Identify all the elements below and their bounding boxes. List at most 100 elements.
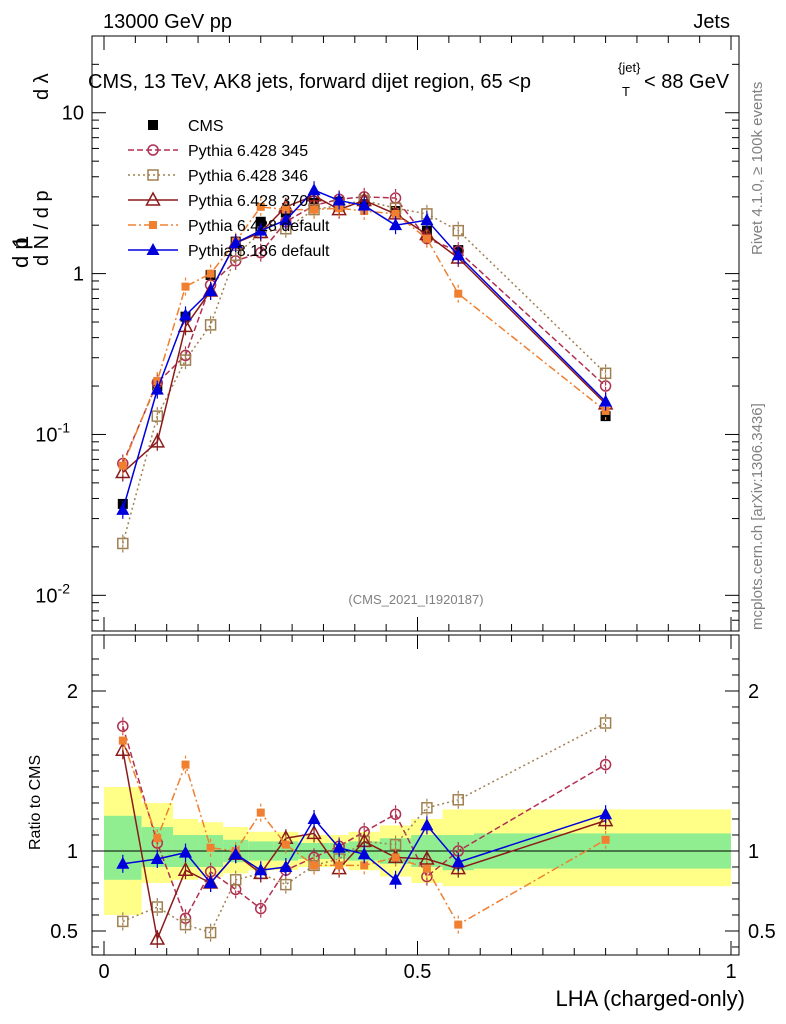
main-data-point <box>357 198 371 211</box>
legend-label: Pythia 6.428 default <box>188 218 330 235</box>
legend-marker <box>147 144 159 156</box>
legend-label: Pythia 6.428 346 <box>188 168 308 185</box>
main-data-point <box>310 205 319 214</box>
main-data-point <box>454 289 463 298</box>
tick-base: 10 <box>35 424 57 446</box>
ratio-data-point <box>116 856 130 869</box>
ratio-data-point <box>450 860 467 875</box>
ratio-series-line <box>122 725 606 921</box>
ratio-series-3 <box>118 731 610 934</box>
ratio-data-point <box>601 835 610 844</box>
main-data-point <box>601 406 610 415</box>
ratio-data-point <box>391 853 400 862</box>
legend: CMS Pythia 6.428 345 Pythia 6.428 346 Pythi… <box>128 118 330 260</box>
main-y-tick-label: 10-2 <box>35 580 70 607</box>
main-data-point <box>307 183 321 196</box>
ratio-data-point <box>181 760 190 769</box>
legend-label: Pythia 6.428 345 <box>188 143 308 160</box>
main-data-point <box>149 433 166 448</box>
main-data-point <box>204 283 218 296</box>
ratio-data-point <box>451 855 465 868</box>
main-data-point <box>151 410 164 422</box>
main-data-point <box>179 308 193 321</box>
main-data-point <box>229 235 243 248</box>
main-data-point <box>118 461 127 470</box>
ratio-data-point <box>357 847 371 860</box>
ratio-data-point <box>229 874 242 886</box>
ratio-data-point <box>229 847 243 860</box>
legend-marker <box>148 120 158 130</box>
ratio-series-line <box>122 740 606 926</box>
main-series-line <box>122 206 607 466</box>
analysis-title-sub: T <box>622 84 630 99</box>
ratio-y-tick-label-right: 1 <box>748 841 759 863</box>
main-series-5 <box>116 181 613 519</box>
ratio-data-point <box>204 876 218 888</box>
ratio-data-point <box>599 717 612 729</box>
legend-marker <box>145 191 161 206</box>
ratio-y-tick-label-right: 0.5 <box>748 921 776 943</box>
ratio-data-point <box>177 861 194 876</box>
main-data-point <box>420 213 434 226</box>
side-label-top: Rivet 4.1.0, ≥ 100k events <box>749 82 766 255</box>
legend-entry: CMS <box>148 118 224 135</box>
ylabel-numerator-1: 1 <box>8 236 33 248</box>
ratio-panel-frame <box>91 634 740 956</box>
legend-entry: Pythia 6.428 345 <box>128 143 308 160</box>
ratio-series-layer <box>115 714 614 948</box>
ratio-data-point <box>153 834 162 843</box>
main-data-point <box>117 537 129 550</box>
main-data-point <box>116 502 130 515</box>
ratio-data-point <box>150 852 164 864</box>
ratio-data-point <box>151 901 164 913</box>
main-data-point <box>600 411 611 422</box>
x-axis-label: LHA (charged-only) <box>555 986 745 1011</box>
main-data-point <box>181 282 190 291</box>
energy-label: 13000 GeV pp <box>103 11 232 33</box>
ratio-data-point <box>389 808 402 820</box>
main-y-tick-label: 1 <box>73 264 84 286</box>
category-label: Jets <box>693 11 730 33</box>
main-series-2 <box>117 191 612 553</box>
ratio-y-tick-label-left: 2 <box>67 681 78 703</box>
ratio-y-axis-label: Ratio to CMS <box>27 755 44 850</box>
main-data-point <box>204 319 217 331</box>
legend-marker <box>146 243 160 255</box>
ratio-data-point <box>256 808 265 817</box>
ratio-data-point <box>420 818 434 831</box>
ratio-axis-ticks: 0.5 0.5 1 1 2 2 0 0.5 1 <box>50 635 776 983</box>
main-y-tick-label: 10-1 <box>35 419 70 446</box>
main-data-point <box>281 205 290 214</box>
ratio-data-point <box>306 824 322 840</box>
ratio-data-point <box>335 861 344 870</box>
ratio-data-point <box>254 863 268 876</box>
ratio-y-tick-label-right: 2 <box>748 681 759 703</box>
ylabel-hash-1: d p <box>8 237 33 268</box>
legend-entry: Pythia 8.186 default <box>128 243 330 260</box>
tick-base: 10 <box>35 585 57 607</box>
main-data-point <box>332 193 346 206</box>
main-series-line <box>122 189 607 511</box>
ratio-data-point <box>422 864 431 873</box>
ratio-y-tick-label-left: 0.5 <box>50 921 78 943</box>
ratio-y-tick-label-left: 1 <box>67 841 78 863</box>
ratio-data-point <box>115 741 131 756</box>
main-data-point <box>279 213 293 226</box>
ratio-data-point <box>117 915 129 928</box>
main-data-point <box>599 367 612 380</box>
ratio-series-4 <box>116 805 613 892</box>
ratio-data-point <box>360 861 369 870</box>
legend-label: CMS <box>188 118 224 135</box>
ratio-data-point <box>454 920 463 929</box>
ratio-data-point <box>179 845 193 858</box>
ratio-data-point <box>419 850 435 865</box>
main-y-tick-label: 10 <box>62 103 84 125</box>
ratio-data-point <box>204 926 217 939</box>
ratio-data-point <box>149 930 166 945</box>
legend-entry: Pythia 6.428 default <box>128 218 330 235</box>
ratio-series-1 <box>117 714 612 942</box>
main-data-point <box>256 202 265 211</box>
legend-entry: Pythia 6.428 346 <box>128 168 308 185</box>
ratio-data-point <box>307 812 321 824</box>
